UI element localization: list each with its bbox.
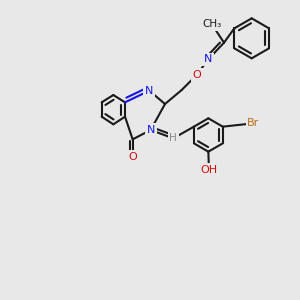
Text: H: H bbox=[169, 133, 177, 143]
Text: N: N bbox=[145, 86, 154, 96]
Text: N: N bbox=[146, 125, 155, 135]
Text: N: N bbox=[204, 54, 212, 64]
Text: O: O bbox=[192, 70, 201, 80]
Text: O: O bbox=[128, 152, 137, 162]
Text: Br: Br bbox=[247, 118, 260, 128]
Text: OH: OH bbox=[200, 165, 218, 175]
Text: CH₃: CH₃ bbox=[202, 19, 221, 29]
